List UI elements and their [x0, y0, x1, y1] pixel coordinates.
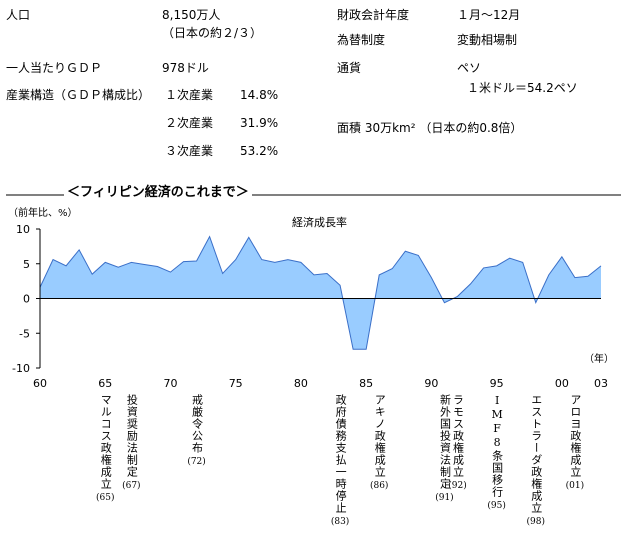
annotation: アキノ政権成立 (86) [369, 394, 389, 491]
info-value: （日本の約２/３） [162, 26, 263, 40]
annotation-year: (65) [95, 493, 115, 503]
info-value: １次産業 [165, 88, 214, 102]
annotation-text: エストラーダ政権成立 [529, 394, 543, 514]
x-tick-label: 65 [98, 377, 112, 390]
annotation-text: 政府債務支払一時停止 [334, 394, 348, 514]
chart-title: 経済成長率 [292, 215, 347, 229]
annotation-year: (98) [526, 517, 546, 527]
section-title: ＜フィリピン経済のこれまで＞ [64, 186, 252, 200]
annotation-text: 投資奨励法制定 [125, 394, 139, 478]
info-value: ペソ [457, 61, 482, 75]
annotation-text: ラモス政権成立 [451, 394, 465, 478]
info-label: 一人当たりＧＤＰ [6, 61, 103, 75]
x-tick-label: 00 [555, 377, 569, 390]
y-tick-label: 0 [23, 293, 30, 306]
annotation: 新外国投資法制定 (91) [435, 394, 454, 503]
y-tick-label: -10 [12, 362, 30, 375]
info-value: １月～12月 [457, 8, 521, 22]
info-label: 産業構造（ＧＤＰ構成比） [6, 88, 151, 102]
annotation-text: 新外国投資法制定 [438, 394, 452, 490]
line [39, 235, 602, 350]
annotation-text: アロヨ政権成立 [568, 394, 582, 478]
annotation-year: (67) [122, 481, 141, 491]
y-tick-label: 10 [16, 223, 30, 236]
x-tick-label: 70 [163, 377, 177, 390]
x-axis-label: （年） [584, 352, 614, 365]
info-value: 変動相場制 [457, 33, 518, 47]
area [40, 236, 601, 350]
info-label: 財政会計年度 [337, 8, 410, 22]
annotation: アロヨ政権成立 (01) [565, 394, 585, 491]
info-label: 通貨 [337, 61, 362, 75]
info-label: 為替制度 [337, 33, 386, 47]
info-value: 978ドル [162, 61, 209, 75]
info-value: 14.8% [240, 88, 279, 102]
y-tick-label: -5 [19, 327, 30, 340]
annotation-year: (86) [369, 481, 389, 491]
annotation-text: 戒厳令公布 [190, 394, 204, 454]
info-value: ３次産業 [165, 144, 214, 158]
annotation: 戒厳令公布 (72) [187, 394, 206, 467]
y-tick-label: 5 [23, 258, 30, 271]
annotation-text: マルコス政権成立 [99, 394, 113, 490]
annotation: 投資奨励法制定 (67) [122, 394, 141, 491]
x-tick-label: 85 [359, 377, 373, 390]
info-label: 面積 30万km² （日本の約0.8倍） [337, 121, 523, 135]
x-tick-label: 75 [229, 377, 243, 390]
x-tick-label: 80 [294, 377, 308, 390]
annotation-year: (92) [448, 481, 467, 491]
x-tick-label: 90 [424, 377, 438, 390]
annotation: マルコス政権成立 (65) [95, 394, 115, 503]
y-axis-label: （前年比、%） [8, 206, 78, 219]
annotation: 政府債務支払一時停止 (83) [330, 394, 350, 527]
annotation-text: アキノ政権成立 [373, 394, 387, 478]
annotation-year: (72) [187, 457, 206, 467]
info-label: 人口 [6, 8, 31, 22]
annotation: IMF8条国移行 (95) [487, 394, 506, 511]
annotation-year: (83) [330, 517, 350, 527]
x-tick-label: 60 [33, 377, 47, 390]
info-value: 8,150万人 [162, 8, 221, 22]
info-value: 31.9% [240, 116, 279, 130]
info-value: ２次産業 [165, 116, 214, 130]
info-value: 53.2% [240, 144, 279, 158]
x-tick-label: 95 [490, 377, 504, 390]
annotation: ラモス政権成立 (92) [448, 394, 467, 491]
x-tick-label: 03 [594, 377, 608, 390]
annotation-year: (91) [435, 493, 454, 503]
annotation-year: (01) [565, 481, 585, 491]
annotation: エストラーダ政権成立 (98) [526, 394, 546, 527]
annotation-text: IMF8条国移行 [490, 394, 504, 498]
annotation-year: (95) [487, 501, 506, 511]
info-value: １米ドル＝54.2ペソ [467, 81, 578, 95]
